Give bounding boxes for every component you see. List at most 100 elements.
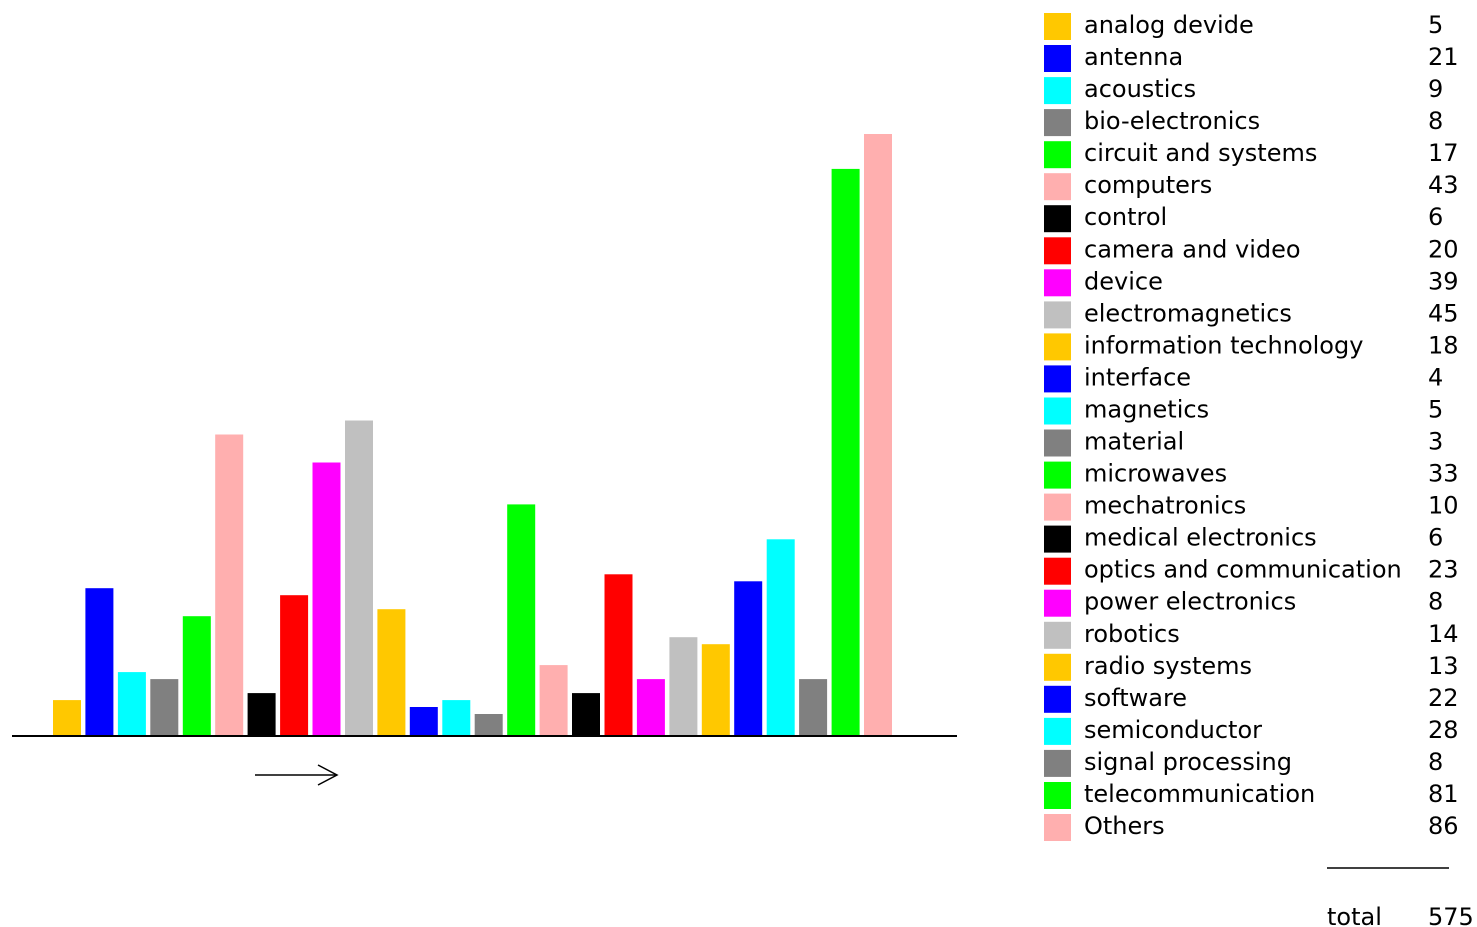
bar-device (312, 462, 341, 735)
legend-swatch-control (1044, 205, 1071, 233)
legend-swatch-magnetics (1044, 397, 1071, 425)
total-value: 575 (1428, 903, 1474, 927)
legend-count-magnetics: 5 (1428, 396, 1443, 424)
legend-count-signal-processing: 8 (1428, 748, 1443, 776)
bar-robotics (669, 637, 698, 735)
legend-count-software: 22 (1428, 684, 1459, 712)
bar-semiconductor (766, 539, 795, 735)
legend-label-computers: computers (1084, 171, 1212, 199)
legend-count-acoustics: 9 (1428, 75, 1443, 103)
legend-count-radio-systems: 13 (1428, 652, 1459, 680)
legend-label-mechatronics: mechatronics (1084, 492, 1246, 520)
legend-count-computers: 43 (1428, 171, 1459, 199)
legend-count-others: 86 (1428, 812, 1459, 840)
bar-bio-electronics (150, 679, 179, 735)
legend-count-information-technology: 18 (1428, 331, 1459, 359)
legend-label-analog-devide: analog devide (1084, 11, 1254, 39)
legend-label-optics-and-communication: optics and communication (1084, 556, 1402, 584)
total-label: total (1327, 903, 1382, 927)
legend-count-control: 6 (1428, 203, 1443, 231)
direction-arrow-icon (255, 764, 339, 786)
legend-swatch-optics-and-communication (1044, 557, 1071, 585)
bar-medical-electronics (572, 693, 600, 735)
legend-swatch-analog-devide (1044, 13, 1071, 40)
legend-count-electromagnetics: 45 (1428, 299, 1459, 327)
bar-telecommunication (831, 168, 860, 735)
legend-count-robotics: 14 (1428, 620, 1459, 648)
bar-others (864, 134, 892, 735)
legend-count-microwaves: 33 (1428, 460, 1459, 488)
legend-label-device: device (1084, 267, 1163, 295)
legend-swatch-telecommunication (1044, 782, 1071, 809)
legend-count-semiconductor: 28 (1428, 716, 1459, 744)
legend-label-medical-electronics: medical electronics (1084, 524, 1317, 552)
legend-label-antenna: antenna (1084, 43, 1183, 71)
bar-control (247, 693, 276, 735)
legend-swatch-circuit-and-systems (1044, 141, 1071, 169)
bar-circuit-and-systems (182, 616, 211, 735)
legend-swatch-information-technology (1044, 333, 1071, 361)
legend-swatch-microwaves (1044, 461, 1071, 489)
bar-optics-and-communication (604, 574, 633, 735)
legend-swatch-medical-electronics (1044, 525, 1071, 553)
legend-label-signal-processing: signal processing (1084, 748, 1292, 776)
legend-swatch-software (1044, 685, 1071, 713)
bar-camera-and-video (280, 595, 309, 735)
bar-software (734, 581, 763, 735)
legend-label-information-technology: information technology (1084, 331, 1363, 359)
bar-radio-systems (701, 644, 730, 735)
bar-interface (409, 707, 438, 735)
legend-swatch-semiconductor (1044, 717, 1071, 745)
legend-label-interface: interface (1084, 363, 1191, 391)
legend-label-semiconductor: semiconductor (1084, 716, 1262, 744)
legend-swatch-computers (1044, 173, 1071, 201)
legend-swatch-power-electronics (1044, 589, 1071, 617)
bar-microwaves (507, 504, 536, 735)
bar-antenna (85, 588, 114, 735)
legend-swatch-device (1044, 269, 1071, 297)
legend-count-interface: 4 (1428, 363, 1443, 391)
legend-swatch-electromagnetics (1044, 301, 1071, 329)
legend-count-camera-and-video: 20 (1428, 235, 1459, 263)
legend-count-material: 3 (1428, 428, 1443, 456)
legend-label-material: material (1084, 428, 1184, 456)
legend-label-circuit-and-systems: circuit and systems (1084, 139, 1317, 167)
legend: analog devide 5 antenna 21 acoustics 9 bio-ele… (1044, 11, 1459, 841)
bar-analog-devide (53, 700, 81, 735)
legend-swatch-robotics (1044, 621, 1071, 649)
legend-count-telecommunication: 81 (1428, 780, 1459, 808)
bar-magnetics (442, 700, 471, 735)
legend-count-analog-devide: 5 (1428, 11, 1443, 39)
legend-swatch-bio-electronics (1044, 109, 1071, 137)
legend-count-bio-electronics: 8 (1428, 107, 1443, 135)
legend-label-bio-electronics: bio-electronics (1084, 107, 1260, 135)
legend-label-camera-and-video: camera and video (1084, 235, 1301, 263)
bar-mechatronics (539, 665, 568, 735)
bar-material (474, 714, 503, 735)
legend-count-mechatronics: 10 (1428, 492, 1459, 520)
legend-label-magnetics: magnetics (1084, 396, 1209, 424)
legend-count-power-electronics: 8 (1428, 588, 1443, 616)
legend-label-control: control (1084, 203, 1167, 231)
bar-information-technology (377, 609, 406, 735)
legend-swatch-others (1044, 814, 1071, 841)
legend-label-telecommunication: telecommunication (1084, 780, 1315, 808)
legend-label-power-electronics: power electronics (1084, 588, 1296, 616)
legend-swatch-signal-processing (1044, 749, 1071, 777)
legend-label-software: software (1084, 684, 1187, 712)
bar-electromagnetics (345, 420, 373, 735)
bar-signal-processing (799, 679, 828, 735)
legend-count-circuit-and-systems: 17 (1428, 139, 1459, 167)
legend-swatch-interface (1044, 365, 1071, 393)
bars-group (53, 134, 892, 735)
legend-label-acoustics: acoustics (1084, 75, 1196, 103)
legend-swatch-camera-and-video (1044, 237, 1071, 265)
legend-label-robotics: robotics (1084, 620, 1180, 648)
legend-swatch-acoustics (1044, 77, 1071, 105)
bar-power-electronics (636, 679, 665, 735)
legend-swatch-material (1044, 429, 1071, 457)
legend-swatch-mechatronics (1044, 493, 1071, 521)
legend-count-medical-electronics: 6 (1428, 524, 1443, 552)
legend-swatch-antenna (1044, 45, 1071, 72)
